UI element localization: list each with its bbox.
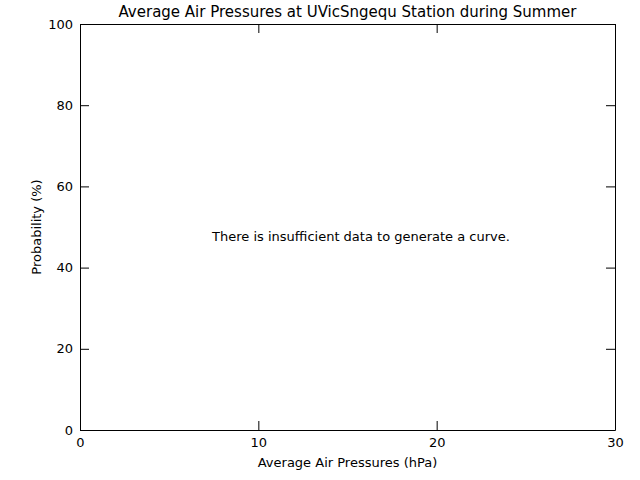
tick-label: 100 — [48, 17, 73, 32]
title: Average Air Pressures at UVicSngequ Stat… — [118, 3, 577, 21]
tick-mark — [80, 268, 89, 269]
tick-mark — [606, 186, 615, 187]
tick: 0 — [65, 423, 89, 438]
tick-mark — [80, 24, 89, 25]
y-axis-title: Probability (%) — [29, 179, 44, 274]
tick-label: 80 — [56, 98, 73, 113]
axis-line — [81, 24, 616, 25]
tick — [606, 105, 615, 106]
x-axis-top — [81, 24, 616, 33]
x-axis-title: Average Air Pressures (hPa) — [258, 455, 438, 470]
annotation: There is insufficient data to generate a… — [211, 229, 510, 244]
x-axis: 0 10 20 30 — [76, 421, 623, 450]
tick-mark — [258, 24, 259, 33]
tick-label: 30 — [607, 435, 624, 450]
tick-label: 20 — [56, 341, 73, 356]
chart: 0 10 20 30 0 20 40 60 80 100 Average Air Pressures… — [0, 0, 640, 480]
tick-label: 10 — [251, 435, 268, 450]
tick: 100 — [48, 17, 89, 32]
tick-mark — [437, 421, 438, 430]
tick-mark — [606, 430, 615, 431]
tick-mark — [80, 105, 89, 106]
tick — [606, 268, 615, 269]
tick-label: 0 — [65, 423, 73, 438]
tick-mark — [606, 268, 615, 269]
axis-line — [81, 430, 616, 431]
tick: 80 — [56, 98, 89, 113]
tick-mark — [606, 24, 615, 25]
tick — [606, 24, 615, 25]
tick: 20 — [429, 421, 446, 450]
tick: 40 — [56, 260, 89, 275]
tick — [606, 430, 615, 431]
tick — [437, 24, 438, 33]
tick-label: 20 — [429, 435, 446, 450]
tick — [606, 186, 615, 187]
tick: 10 — [251, 421, 268, 450]
tick-mark — [437, 24, 438, 33]
tick-label: 0 — [76, 435, 84, 450]
tick-label: 60 — [56, 179, 73, 194]
tick-label: 40 — [56, 260, 73, 275]
tick-mark — [80, 349, 89, 350]
background — [0, 0, 640, 480]
tick-mark — [606, 349, 615, 350]
tick-mark — [606, 105, 615, 106]
axis-line — [80, 25, 81, 431]
tick-mark — [258, 421, 259, 430]
tick: 20 — [56, 341, 89, 356]
tick-mark — [80, 186, 89, 187]
tick — [258, 24, 259, 33]
tick — [606, 349, 615, 350]
y-axis: 0 20 40 60 80 100 — [48, 17, 89, 438]
axis-line — [615, 25, 616, 431]
tick-mark — [80, 430, 89, 431]
y-axis-right — [606, 25, 616, 431]
tick: 60 — [56, 179, 89, 194]
